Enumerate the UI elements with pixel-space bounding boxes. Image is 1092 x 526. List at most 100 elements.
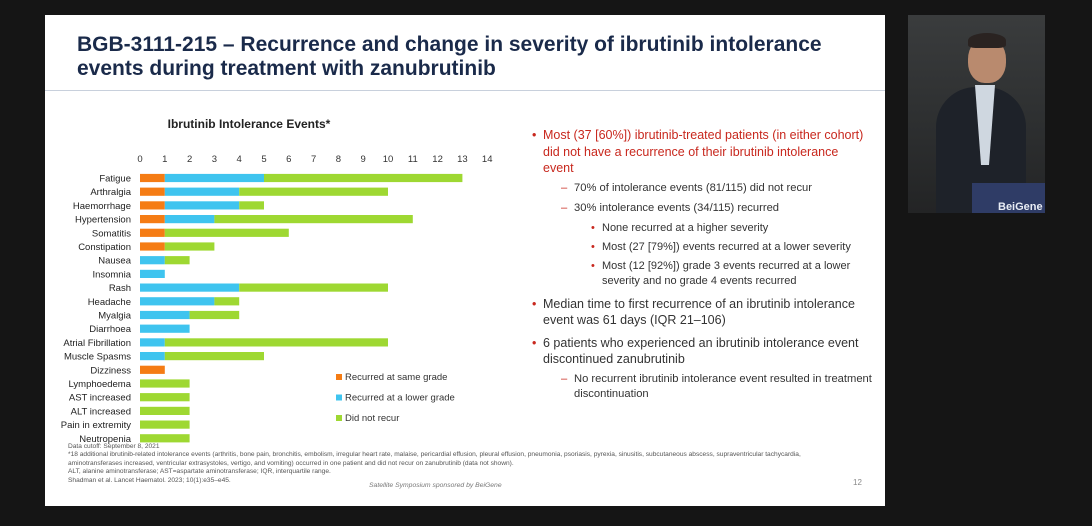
category-label: Muscle Spasms xyxy=(64,352,131,363)
bar-segment xyxy=(140,269,165,278)
sub-bullet-item: – 70% of intolerance events (81/115) did… xyxy=(532,181,872,196)
sub-bullet-text: No recurrent ibrutinib intolerance event… xyxy=(574,372,872,400)
bar-segment xyxy=(264,173,463,183)
x-tick-label: 4 xyxy=(237,154,242,165)
bar-segment xyxy=(214,215,413,224)
footnote-reference: Shadman et al. Lancet Haematol. 2023; 10… xyxy=(68,476,231,484)
bar-segment xyxy=(239,283,388,292)
bar-segment xyxy=(164,338,388,347)
x-tick-label: 9 xyxy=(361,154,366,165)
category-label: Insomnia xyxy=(92,269,131,280)
x-tick-label: 7 xyxy=(311,154,316,165)
bullet-text: Most (37 [60%]) ibrutinib-treated patien… xyxy=(543,128,864,175)
bar-segment xyxy=(140,352,165,361)
sub-sub-bullet-item: • None recurred at a higher severity xyxy=(532,221,872,236)
bar-segment xyxy=(164,201,240,210)
speaker-hair xyxy=(968,33,1006,48)
chart-title: Ibrutinib Intolerance Events* xyxy=(168,117,331,131)
legend-label: Recurred at a lower grade xyxy=(345,393,455,404)
category-label: Atrial Fibrillation xyxy=(63,338,131,349)
category-label: Neutropenia xyxy=(79,434,131,445)
bar-segment xyxy=(140,365,165,374)
bullet-text: 6 patients who experienced an ibrutinib … xyxy=(543,335,859,367)
presentation-slide: BGB-3111-215 – Recurrence and change in … xyxy=(45,15,885,506)
bar-segment xyxy=(140,338,165,347)
sub-sub-bullet-text: Most (27 [79%]) events recurred at a low… xyxy=(602,240,851,253)
bar-segment xyxy=(140,324,190,333)
bullet-item: • Median time to first recurrence of an … xyxy=(532,296,872,329)
sub-sub-bullet-item: • Most (12 [92%]) grade 3 events recurre… xyxy=(532,259,872,289)
category-label: AST increased xyxy=(69,393,131,404)
bullet-list: • Most (37 [60%]) ibrutinib-treated pati… xyxy=(532,127,872,407)
category-label: Headache xyxy=(88,297,131,308)
category-label: Hypertension xyxy=(75,215,131,226)
bar-segment xyxy=(140,393,190,402)
bar-segment xyxy=(239,187,388,196)
legend-swatch xyxy=(336,415,342,421)
footnote-note: *18 additional ibrutinib-related intoler… xyxy=(68,451,801,467)
bar-segment xyxy=(189,310,240,320)
sub-bullet-text: 70% of intolerance events (81/115) did n… xyxy=(574,181,812,194)
bullet-text: Median time to first recurrence of an ib… xyxy=(543,296,855,328)
bar-segment xyxy=(140,434,190,443)
bar-segment xyxy=(164,173,264,183)
bullet-item: • Most (37 [60%]) ibrutinib-treated pati… xyxy=(532,127,872,177)
bar-segment xyxy=(239,201,264,210)
sub-bullet-item: – No recurrent ibrutinib intolerance eve… xyxy=(532,372,872,402)
legend-swatch xyxy=(336,394,342,401)
x-tick-label: 2 xyxy=(187,154,192,165)
x-tick-label: 14 xyxy=(482,154,493,165)
legend-label: Recurred at same grade xyxy=(345,372,447,383)
footnote-abbrev: ALT, alanine aminotransferase; AST=aspar… xyxy=(68,468,331,476)
sub-bullet-text: 30% intolerance events (34/115) recurred xyxy=(574,201,780,214)
bar-segment xyxy=(140,256,165,265)
bar-segment xyxy=(140,201,165,210)
bullet-dash: – xyxy=(561,181,568,194)
sub-sub-bullet-item: • Most (27 [79%]) events recurred at a l… xyxy=(532,240,872,255)
bar-segment xyxy=(214,297,240,306)
x-tick-label: 12 xyxy=(432,154,443,165)
bullet-dot: • xyxy=(532,128,537,142)
bar-segment xyxy=(140,215,165,224)
footnotes: Data cutoff: September 8, 2021 *18 addit… xyxy=(68,443,848,485)
category-label: Somatitis xyxy=(92,228,131,239)
bar-segment xyxy=(140,420,190,429)
bar-segment xyxy=(140,283,240,292)
bar-segment xyxy=(164,228,289,237)
slide-title: BGB-3111-215 – Recurrence and change in … xyxy=(77,33,822,80)
bar-segment xyxy=(164,352,264,361)
bar-segment xyxy=(164,256,190,265)
podium-logo: BeiGene xyxy=(998,201,1043,213)
sub-bullet-item: – 30% intolerance events (34/115) recurr… xyxy=(532,201,872,216)
bullet-dot: • xyxy=(591,221,595,234)
sponsor-note: Satellite Symposium sponsored by BeiGene xyxy=(369,482,502,489)
sub-sub-bullet-text: None recurred at a higher severity xyxy=(602,221,769,234)
bars-group xyxy=(140,173,463,443)
bar-segment xyxy=(140,297,215,306)
speaker-shirt xyxy=(975,85,995,165)
sub-sub-bullet-text: Most (12 [92%]) grade 3 events recurred … xyxy=(602,259,851,287)
bar-segment xyxy=(164,215,215,224)
category-label: Haemorrhage xyxy=(73,201,131,212)
x-tick-label: 5 xyxy=(261,154,266,165)
bullet-dash: – xyxy=(561,372,568,385)
bar-segment xyxy=(140,228,165,237)
legend-swatch xyxy=(336,374,342,380)
page-number: 12 xyxy=(853,478,862,487)
category-label: Pain in extremity xyxy=(61,420,131,431)
legend-label: Did not recur xyxy=(345,413,399,424)
x-tick-label: 10 xyxy=(383,154,394,165)
podium xyxy=(972,183,1045,213)
title-divider xyxy=(45,90,885,91)
x-tick-label: 3 xyxy=(212,154,217,165)
category-label: Lymphoedema xyxy=(69,379,132,390)
category-label: Myalgia xyxy=(98,311,131,322)
bar-segment xyxy=(140,187,165,196)
footnote-cutoff: Data cutoff: September 8, 2021 xyxy=(68,443,160,450)
bar-segment xyxy=(140,406,190,415)
category-label: Nausea xyxy=(98,256,131,267)
category-label: Arthralgia xyxy=(90,187,131,198)
x-tick-label: 1 xyxy=(162,154,167,165)
bar-segment xyxy=(164,187,240,196)
